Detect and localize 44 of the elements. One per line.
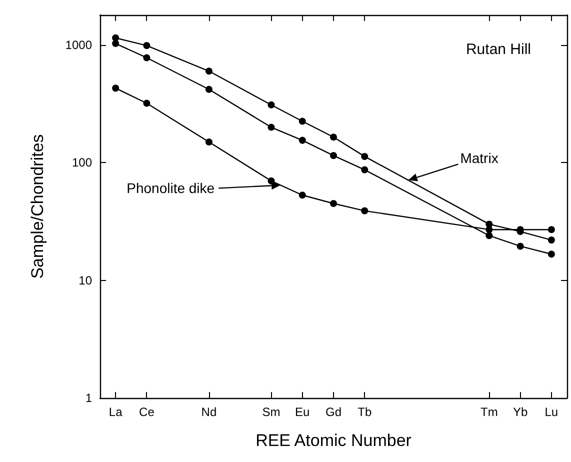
annotation: Phonolite dike [126, 180, 215, 196]
point [205, 68, 212, 75]
point [486, 232, 493, 240]
point [298, 192, 306, 199]
point [330, 200, 337, 207]
point [112, 40, 120, 48]
x-tick-label: Nd [201, 405, 217, 419]
annotation: Matrix [460, 150, 498, 166]
point [268, 124, 275, 131]
point [361, 166, 368, 174]
x-tick-label: Eu [295, 405, 310, 419]
point [330, 152, 337, 160]
point [205, 138, 212, 146]
x-tick-label: Sm [262, 405, 280, 419]
point [205, 86, 212, 93]
point [486, 226, 493, 234]
point [298, 118, 306, 125]
x-tick-label: Gd [325, 405, 342, 419]
point [361, 207, 368, 214]
point [143, 54, 150, 62]
point [361, 152, 368, 160]
point [143, 42, 150, 50]
point [112, 84, 120, 92]
x-tick-label: Tb [358, 405, 372, 419]
y-tick-label: 1 [85, 391, 92, 405]
x-tick-label: La [108, 405, 123, 419]
annotation: Rutan Hill [466, 41, 532, 58]
point [516, 242, 524, 250]
point [548, 226, 555, 234]
y-tick-label: 10 [78, 273, 92, 288]
x-tick-label: Tm [480, 405, 498, 419]
x-tick-label: Ce [139, 405, 155, 419]
x-tick-label: Yb [512, 405, 528, 419]
point [548, 250, 555, 258]
point [298, 136, 306, 144]
y-tick-label: 100 [72, 156, 92, 170]
y-axis-title: Sample/Chondrites [28, 134, 47, 279]
x-axis-title: REE Atomic Number [256, 431, 412, 450]
point [330, 134, 337, 141]
x-tick-label: Lu [544, 405, 558, 419]
point [143, 100, 150, 107]
point [268, 101, 275, 108]
y-tick-label: 1000 [65, 38, 92, 52]
point [548, 236, 555, 244]
